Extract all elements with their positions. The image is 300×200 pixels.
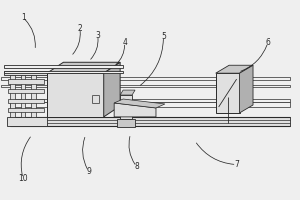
Polygon shape	[1, 77, 290, 80]
Polygon shape	[120, 95, 132, 119]
Polygon shape	[117, 119, 135, 127]
FancyArrowPatch shape	[73, 31, 80, 54]
Polygon shape	[10, 117, 290, 126]
Text: 2: 2	[77, 24, 82, 33]
Text: 10: 10	[18, 174, 28, 183]
Polygon shape	[4, 65, 123, 68]
FancyArrowPatch shape	[129, 136, 135, 164]
Polygon shape	[10, 102, 290, 107]
Text: 7: 7	[234, 160, 239, 169]
FancyArrowPatch shape	[82, 137, 87, 169]
Polygon shape	[240, 65, 253, 113]
Text: 9: 9	[86, 167, 91, 176]
Polygon shape	[8, 79, 44, 84]
Text: 4: 4	[122, 38, 127, 47]
Text: 1: 1	[21, 13, 26, 22]
FancyArrowPatch shape	[91, 38, 98, 59]
FancyArrowPatch shape	[21, 137, 30, 176]
Text: 3: 3	[95, 31, 100, 40]
FancyArrowPatch shape	[196, 143, 234, 164]
Polygon shape	[216, 73, 240, 113]
Text: 5: 5	[161, 32, 166, 41]
Text: 6: 6	[266, 38, 270, 47]
Polygon shape	[216, 65, 253, 73]
Polygon shape	[104, 62, 120, 117]
Polygon shape	[114, 103, 156, 117]
Polygon shape	[8, 99, 44, 103]
Polygon shape	[10, 74, 15, 117]
Polygon shape	[7, 117, 47, 126]
FancyArrowPatch shape	[241, 45, 267, 71]
Polygon shape	[21, 74, 26, 117]
Polygon shape	[8, 89, 44, 93]
Polygon shape	[8, 108, 44, 112]
FancyArrowPatch shape	[140, 39, 164, 85]
Polygon shape	[4, 71, 50, 75]
Polygon shape	[1, 85, 290, 87]
FancyArrowPatch shape	[116, 45, 124, 64]
Text: 8: 8	[134, 162, 139, 171]
Polygon shape	[31, 74, 36, 117]
Polygon shape	[120, 90, 135, 95]
Polygon shape	[4, 71, 123, 73]
Polygon shape	[47, 62, 120, 73]
Polygon shape	[47, 73, 104, 117]
Polygon shape	[114, 99, 165, 108]
FancyArrowPatch shape	[25, 20, 35, 48]
Polygon shape	[10, 99, 290, 102]
